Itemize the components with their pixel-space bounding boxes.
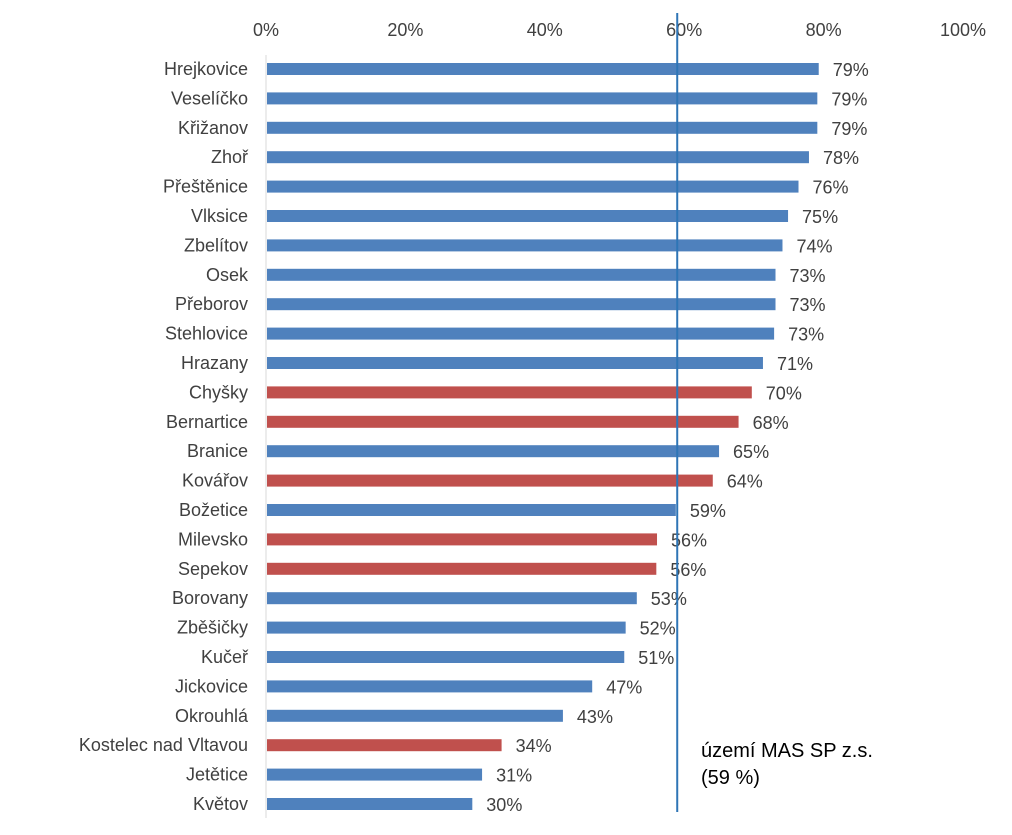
bar bbox=[267, 621, 626, 634]
data-label: 43% bbox=[577, 707, 613, 727]
category-label: Zběšičky bbox=[177, 618, 248, 638]
bar bbox=[267, 474, 713, 487]
data-label: 79% bbox=[831, 119, 867, 139]
x-tick-label: 20% bbox=[387, 20, 423, 40]
bar bbox=[267, 651, 625, 663]
data-label: 30% bbox=[486, 795, 522, 815]
bar bbox=[267, 445, 720, 458]
bar bbox=[267, 180, 799, 193]
x-tick-label: 100% bbox=[940, 20, 986, 40]
data-label: 73% bbox=[790, 266, 826, 286]
category-label: Sepekov bbox=[178, 559, 248, 579]
data-label: 64% bbox=[727, 472, 763, 492]
bar bbox=[267, 533, 658, 546]
category-label: Květov bbox=[193, 794, 248, 814]
data-label: 70% bbox=[766, 383, 802, 403]
bar bbox=[267, 415, 739, 428]
bar bbox=[267, 680, 593, 693]
bar bbox=[267, 239, 783, 252]
data-label: 74% bbox=[796, 236, 832, 256]
category-label: Kovářov bbox=[182, 471, 248, 491]
category-label: Stehlovice bbox=[165, 324, 248, 344]
x-tick-label: 40% bbox=[527, 20, 563, 40]
x-tick-label: 60% bbox=[666, 20, 702, 40]
data-label: 79% bbox=[831, 89, 867, 109]
bar bbox=[267, 504, 676, 516]
bar bbox=[267, 210, 789, 222]
category-label: Borovany bbox=[172, 588, 248, 608]
reference-line-label: (59 %) bbox=[701, 767, 760, 789]
data-label: 59% bbox=[690, 501, 726, 521]
bar bbox=[267, 386, 752, 399]
category-label: Hrazany bbox=[181, 353, 248, 373]
data-label: 52% bbox=[640, 619, 676, 639]
data-label: 79% bbox=[833, 60, 869, 80]
category-label: Božetice bbox=[179, 500, 248, 520]
bar bbox=[267, 298, 776, 311]
category-label: Hrejkovice bbox=[164, 59, 248, 79]
data-label: 73% bbox=[788, 325, 824, 345]
data-label: 68% bbox=[753, 413, 789, 433]
bar bbox=[267, 739, 502, 752]
x-tick-label: 0% bbox=[253, 20, 279, 40]
data-label: 56% bbox=[670, 560, 706, 580]
category-label: Zbelítov bbox=[184, 235, 248, 255]
bar bbox=[267, 327, 775, 340]
bar bbox=[267, 357, 763, 369]
data-label: 47% bbox=[606, 677, 642, 697]
data-label: 65% bbox=[733, 442, 769, 462]
bar bbox=[267, 768, 483, 781]
category-label: Milevsko bbox=[178, 529, 248, 549]
data-label: 71% bbox=[777, 354, 813, 374]
bar bbox=[267, 121, 818, 134]
data-label: 56% bbox=[671, 530, 707, 550]
category-label: Veselíčko bbox=[171, 88, 248, 108]
category-label: Jickovice bbox=[175, 676, 248, 696]
data-label: 76% bbox=[813, 178, 849, 198]
category-label: Bernartice bbox=[166, 412, 248, 432]
reference-line-label: území MAS SP z.s. bbox=[701, 740, 873, 762]
category-label: Kostelec nad Vltavou bbox=[79, 735, 248, 755]
category-label: Přeštěnice bbox=[163, 177, 248, 197]
data-label: 31% bbox=[496, 766, 532, 786]
bar bbox=[267, 798, 473, 810]
category-label: Osek bbox=[206, 265, 249, 285]
category-label: Kučeř bbox=[201, 647, 249, 667]
data-label: 34% bbox=[516, 736, 552, 756]
category-label: Křižanov bbox=[178, 118, 248, 138]
data-label: 53% bbox=[651, 589, 687, 609]
data-label: 75% bbox=[802, 207, 838, 227]
bar bbox=[267, 151, 809, 164]
bar bbox=[267, 92, 818, 105]
data-label: 51% bbox=[638, 648, 674, 668]
bar bbox=[267, 562, 657, 575]
bar bbox=[267, 63, 819, 75]
bar bbox=[267, 268, 776, 281]
category-label: Okrouhlá bbox=[175, 706, 249, 726]
category-label: Jetětice bbox=[186, 765, 248, 785]
data-label: 73% bbox=[790, 295, 826, 315]
bar bbox=[267, 592, 637, 605]
category-label: Zhoř bbox=[211, 147, 249, 167]
category-label: Vlksice bbox=[191, 206, 248, 226]
data-label: 78% bbox=[823, 148, 859, 168]
bar bbox=[267, 709, 563, 722]
category-label: Chyšky bbox=[189, 382, 248, 402]
category-label: Přeborov bbox=[175, 294, 248, 314]
x-tick-label: 80% bbox=[806, 20, 842, 40]
category-label: Branice bbox=[187, 441, 248, 461]
